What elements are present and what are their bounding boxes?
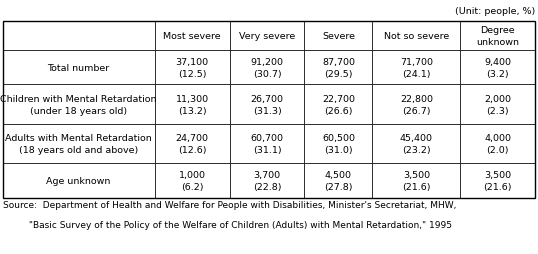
Bar xyxy=(372,164,461,198)
Text: 4,500
(27.8): 4,500 (27.8) xyxy=(324,171,353,191)
Bar xyxy=(154,51,230,85)
Bar xyxy=(372,22,461,51)
Bar xyxy=(154,85,230,124)
Bar xyxy=(305,22,372,51)
Text: 91,200
(30.7): 91,200 (30.7) xyxy=(251,58,284,78)
Text: (Unit: people, %): (Unit: people, %) xyxy=(455,7,535,15)
Bar xyxy=(461,22,535,51)
Bar xyxy=(305,85,372,124)
Bar xyxy=(461,85,535,124)
Text: Age unknown: Age unknown xyxy=(46,177,111,185)
Text: 11,300
(13.2): 11,300 (13.2) xyxy=(175,94,209,115)
Text: 87,700
(29.5): 87,700 (29.5) xyxy=(322,58,355,78)
Bar xyxy=(3,85,154,124)
Text: Adults with Mental Retardation
(18 years old and above): Adults with Mental Retardation (18 years… xyxy=(5,134,152,154)
Bar xyxy=(3,22,154,51)
Bar xyxy=(372,124,461,164)
Text: 60,500
(31.0): 60,500 (31.0) xyxy=(322,134,355,154)
Text: Total number: Total number xyxy=(47,64,110,72)
Bar xyxy=(461,51,535,85)
Bar xyxy=(230,22,305,51)
Text: 4,000
(2.0): 4,000 (2.0) xyxy=(484,134,511,154)
Text: Degree
unknown: Degree unknown xyxy=(476,26,519,46)
Bar xyxy=(154,164,230,198)
Text: 3,500
(21.6): 3,500 (21.6) xyxy=(484,171,512,191)
Text: 22,700
(26.6): 22,700 (26.6) xyxy=(322,94,355,115)
Bar xyxy=(372,51,461,85)
Text: 9,400
(3.2): 9,400 (3.2) xyxy=(484,58,511,78)
Text: 37,100
(12.5): 37,100 (12.5) xyxy=(175,58,209,78)
Bar xyxy=(154,22,230,51)
Text: Source:  Department of Health and Welfare for People with Disabilities, Minister: Source: Department of Health and Welfare… xyxy=(3,201,456,210)
Bar xyxy=(461,164,535,198)
Bar xyxy=(372,85,461,124)
Bar xyxy=(230,51,305,85)
Text: Not so severe: Not so severe xyxy=(384,32,449,41)
Bar xyxy=(305,51,372,85)
Text: Very severe: Very severe xyxy=(239,32,295,41)
Bar xyxy=(3,22,535,198)
Bar xyxy=(3,51,154,85)
Text: 26,700
(31.3): 26,700 (31.3) xyxy=(251,94,284,115)
Bar xyxy=(3,124,154,164)
Text: 2,000
(2.3): 2,000 (2.3) xyxy=(484,94,511,115)
Text: 22,800
(26.7): 22,800 (26.7) xyxy=(400,94,433,115)
Bar xyxy=(3,164,154,198)
Text: Most severe: Most severe xyxy=(163,32,221,41)
Text: 60,700
(31.1): 60,700 (31.1) xyxy=(251,134,284,154)
Text: 45,400
(23.2): 45,400 (23.2) xyxy=(400,134,433,154)
Bar xyxy=(154,124,230,164)
Text: Children with Mental Retardation
(under 18 years old): Children with Mental Retardation (under … xyxy=(1,94,157,115)
Text: 3,700
(22.8): 3,700 (22.8) xyxy=(253,171,281,191)
Bar xyxy=(461,124,535,164)
Bar xyxy=(305,124,372,164)
Text: 24,700
(12.6): 24,700 (12.6) xyxy=(175,134,209,154)
Text: 3,500
(21.6): 3,500 (21.6) xyxy=(402,171,430,191)
Bar xyxy=(230,85,305,124)
Bar xyxy=(230,164,305,198)
Bar xyxy=(305,164,372,198)
Text: Severe: Severe xyxy=(322,32,355,41)
Text: "Basic Survey of the Policy of the Welfare of Children (Adults) with Mental Reta: "Basic Survey of the Policy of the Welfa… xyxy=(3,220,452,229)
Text: 71,700
(24.1): 71,700 (24.1) xyxy=(400,58,433,78)
Text: 1,000
(6.2): 1,000 (6.2) xyxy=(179,171,206,191)
Bar xyxy=(230,124,305,164)
